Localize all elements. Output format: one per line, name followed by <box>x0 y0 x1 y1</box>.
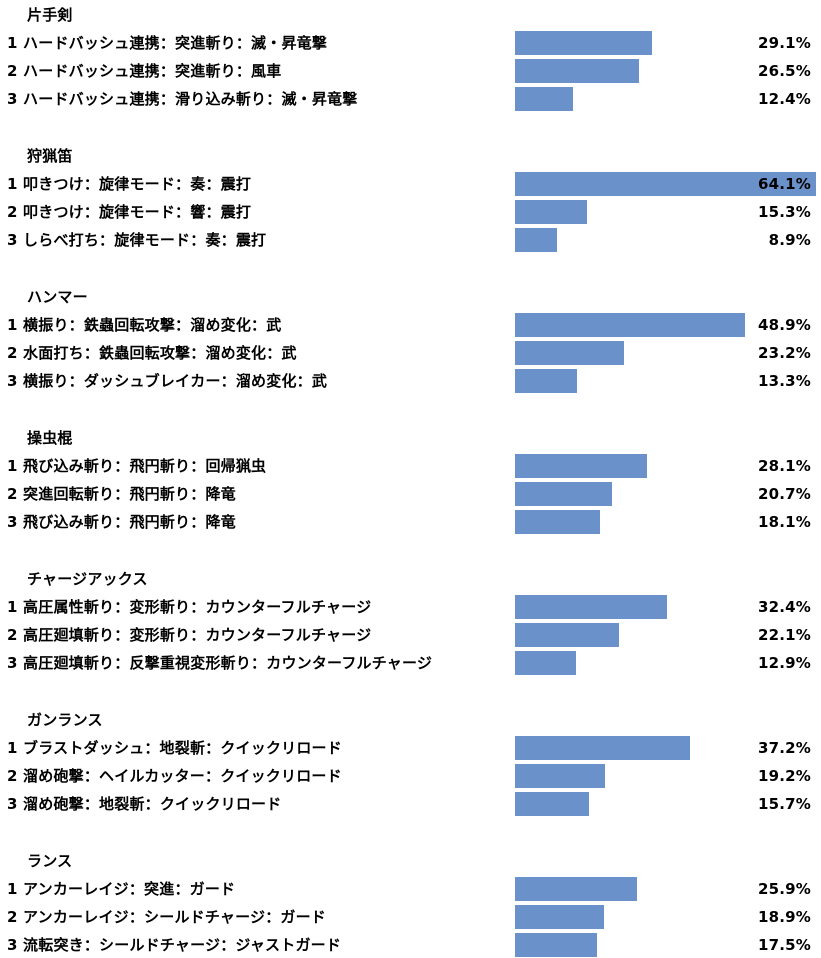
row-label: 1 アンカーレイジ：突進：ガード <box>7 880 236 898</box>
bar <box>515 764 605 788</box>
value-label: 17.5% <box>757 936 811 954</box>
value-label: 64.1% <box>757 175 811 193</box>
bar <box>515 933 597 957</box>
row-label: 2 高圧廻填斬り：変形斬り：カウンターフルチャージ <box>7 626 372 644</box>
value-label: 13.3% <box>757 372 811 390</box>
bar <box>515 369 577 393</box>
row-label: 1 ブラストダッシュ：地裂斬：クイックリロード <box>7 739 342 757</box>
value-label: 19.2% <box>757 767 811 785</box>
group-title: ガンランス <box>27 711 103 729</box>
bar <box>515 736 690 760</box>
row-label: 1 ハードバッシュ連携：突進斬り：滅・昇竜撃 <box>7 34 328 52</box>
bar <box>515 87 573 111</box>
group-title: 狩猟笛 <box>27 147 73 165</box>
bar <box>515 341 624 365</box>
value-label: 8.9% <box>768 231 811 249</box>
group-title: チャージアックス <box>27 570 148 588</box>
bar <box>515 595 667 619</box>
value-label: 26.5% <box>757 62 811 80</box>
value-label: 29.1% <box>757 34 811 52</box>
row-label: 3 高圧廻填斬り：反撃重視変形斬り：カウンターフルチャージ <box>7 654 433 672</box>
bar <box>515 877 637 901</box>
value-label: 15.7% <box>757 795 811 813</box>
row-label: 1 飛び込み斬り：飛円斬り：回帰猟虫 <box>7 457 267 475</box>
value-label: 48.9% <box>757 316 811 334</box>
row-label: 2 ハードバッシュ連携：突進斬り：風車 <box>7 62 282 80</box>
bar <box>515 31 652 55</box>
value-label: 15.3% <box>757 203 811 221</box>
bar <box>515 454 647 478</box>
row-label: 3 横振り：ダッシュブレイカー：溜め変化：武 <box>7 372 328 390</box>
value-label: 18.1% <box>757 513 811 531</box>
bar <box>515 792 589 816</box>
row-label: 1 高圧属性斬り：変形斬り：カウンターフルチャージ <box>7 598 372 616</box>
bar <box>515 651 576 675</box>
value-label: 23.2% <box>757 344 811 362</box>
row-label: 3 ハードバッシュ連携：滑り込み斬り：滅・昇竜撃 <box>7 90 358 108</box>
value-label: 12.9% <box>757 654 811 672</box>
value-label: 37.2% <box>757 739 811 757</box>
group-title: ハンマー <box>27 288 88 306</box>
bar <box>515 228 557 252</box>
bar <box>515 59 639 83</box>
row-label: 1 横振り：鉄蟲回転攻撃：溜め変化：武 <box>7 316 282 334</box>
value-label: 18.9% <box>757 908 811 926</box>
value-label: 32.4% <box>757 598 811 616</box>
group-title: 片手剣 <box>27 6 73 24</box>
value-label: 20.7% <box>757 485 811 503</box>
row-label: 2 アンカーレイジ：シールドチャージ：ガード <box>7 908 327 926</box>
value-label: 22.1% <box>757 626 811 644</box>
row-label: 1 叩きつけ：旋律モード：奏：震打 <box>7 175 252 193</box>
bar <box>515 200 587 224</box>
bar <box>515 313 745 337</box>
row-label: 3 溜め砲撃：地裂斬：クイックリロード <box>7 795 282 813</box>
row-label: 3 しらべ打ち：旋律モード：奏：震打 <box>7 231 267 249</box>
row-label: 2 叩きつけ：旋律モード：響：震打 <box>7 203 252 221</box>
bar <box>515 623 619 647</box>
value-label: 12.4% <box>757 90 811 108</box>
row-label: 3 飛び込み斬り：飛円斬り：降竜 <box>7 513 236 531</box>
group-title: 操虫棍 <box>27 429 73 447</box>
value-label: 28.1% <box>757 457 811 475</box>
row-label: 2 水面打ち：鉄蟲回転攻撃：溜め変化：武 <box>7 344 297 362</box>
row-label: 2 溜め砲撃：ヘイルカッター：クイックリロード <box>7 767 342 785</box>
bar <box>515 905 604 929</box>
value-label: 25.9% <box>757 880 811 898</box>
bar <box>515 510 600 534</box>
bar <box>515 482 612 506</box>
row-label: 3 流転突き：シールドチャージ：ジャストガード <box>7 936 342 954</box>
row-label: 2 突進回転斬り：飛円斬り：降竜 <box>7 485 236 503</box>
bar <box>515 172 816 196</box>
group-title: ランス <box>27 852 73 870</box>
